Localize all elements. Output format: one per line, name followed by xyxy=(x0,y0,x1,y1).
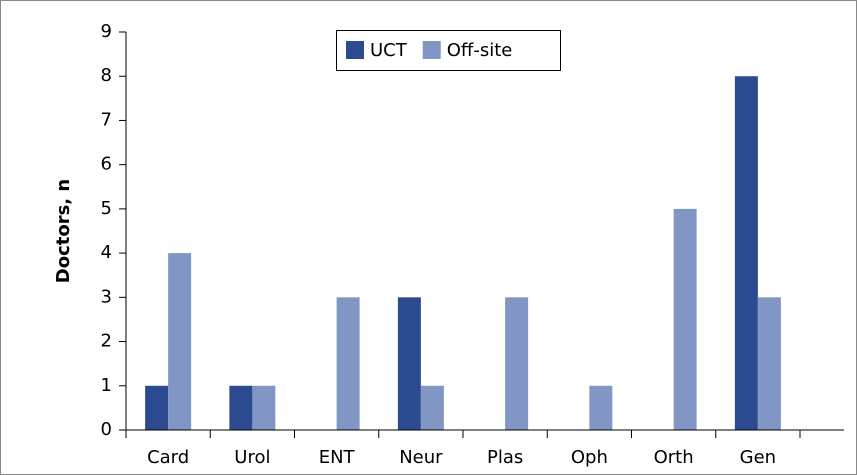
y-tick-label: 1 xyxy=(101,375,112,396)
bar xyxy=(673,208,697,430)
legend-swatch xyxy=(422,41,441,59)
y-tick-label: 3 xyxy=(101,286,112,307)
y-tick-label: 5 xyxy=(101,198,112,219)
y-tick-label: 2 xyxy=(101,331,112,352)
x-tick-label: Neur xyxy=(399,447,443,468)
legend-swatch xyxy=(346,41,364,59)
x-tick-label: Orth xyxy=(654,447,694,468)
y-axis-label: Doctors, n xyxy=(53,179,74,283)
legend-label: UCT xyxy=(370,40,408,61)
y-tick-label: 4 xyxy=(101,242,112,263)
x-tick-label: ENT xyxy=(319,447,356,468)
bar xyxy=(757,297,781,430)
y-tick-label: 7 xyxy=(101,109,112,130)
bar xyxy=(734,76,758,430)
legend-box xyxy=(336,30,561,71)
x-tick-label: Card xyxy=(147,447,189,468)
bar xyxy=(168,253,192,430)
bar xyxy=(397,297,421,430)
legend-label: Off-site xyxy=(447,40,513,61)
bar xyxy=(145,385,169,430)
x-tick-label: Gen xyxy=(740,447,776,468)
y-tick-label: 0 xyxy=(101,419,112,440)
x-tick-label: Urol xyxy=(234,447,270,468)
y-tick-label: 9 xyxy=(101,21,112,42)
bar xyxy=(505,297,529,430)
bar xyxy=(589,385,613,430)
bar xyxy=(252,385,276,430)
x-tick-label: Oph xyxy=(571,447,608,468)
bar xyxy=(336,297,360,430)
y-tick-label: 6 xyxy=(101,154,112,175)
x-tick-label: Plas xyxy=(487,447,523,468)
bar xyxy=(420,385,444,430)
bar xyxy=(229,385,253,430)
y-tick-label: 8 xyxy=(101,65,112,86)
